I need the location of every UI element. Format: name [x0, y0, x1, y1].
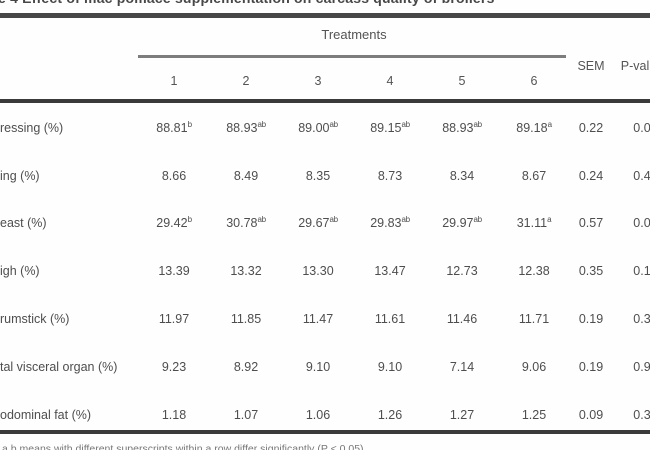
header-rule: [0, 99, 650, 103]
value-cell: 9.10: [377, 359, 403, 374]
value-cell: 89.00ab: [298, 119, 338, 135]
pvalue-cell: 0.9: [633, 359, 650, 374]
value-cell: 89.18a: [516, 119, 552, 135]
value-cell: 11.97: [158, 312, 190, 327]
treatment-column-header: 6: [530, 74, 538, 88]
value-cell: 9.10: [305, 359, 331, 374]
value-cell: 8.92: [233, 359, 259, 374]
sem-cell: 0.09: [578, 407, 604, 422]
sem-cell: 0.22: [578, 120, 604, 135]
value-cell: 9.23: [161, 359, 187, 374]
sem-cell: 0.19: [578, 312, 604, 327]
table-row: igh (%) 13.39 13.32 13.30 13.47 12.73 12.38 0.3…: [0, 247, 650, 295]
value-cell: 12.38: [518, 264, 550, 279]
pvalue-cell: 0.0: [633, 120, 650, 135]
value-cell: 8.66: [161, 168, 187, 183]
treatment-column-header: 5: [458, 74, 466, 88]
value-cell: 1.25: [521, 407, 547, 422]
table-row: ing (%) 8.66 8.49 8.35 8.73 8.34 8.67 0.24 0.4: [0, 152, 650, 200]
row-label: tal visceral organ (%): [0, 359, 118, 374]
sem-cell: 0.57: [578, 216, 604, 231]
table-body: ressing (%) 88.81b 88.93ab 89.00ab 89.15ab 88…: [0, 104, 650, 439]
sem-header: SEM: [577, 59, 605, 73]
value-cell: 9.06: [521, 359, 547, 374]
pvalue-cell: 0.1: [633, 264, 650, 279]
value-cell: 11.61: [374, 312, 406, 327]
sem-cell: 0.19: [578, 359, 604, 374]
treatment-column-header: 2: [242, 74, 250, 88]
column-header-row: 1 2 3 4 5 6: [0, 70, 650, 92]
row-label: east (%): [0, 216, 47, 231]
row-label: rumstick (%): [0, 312, 70, 327]
value-cell: 1.07: [233, 407, 259, 422]
row-label: igh (%): [0, 264, 40, 279]
value-cell: 8.35: [305, 168, 331, 183]
value-cell: 12.73: [446, 264, 478, 279]
value-cell: 29.97ab: [442, 215, 482, 231]
treatment-column-header: 1: [170, 74, 178, 88]
value-cell: 30.78ab: [226, 215, 266, 231]
value-cell: 31.11a: [516, 215, 552, 231]
value-cell: 8.73: [377, 168, 403, 183]
row-label: odominal fat (%): [0, 407, 92, 422]
value-cell: 1.26: [377, 407, 403, 422]
value-cell: 89.15ab: [370, 119, 410, 135]
pvalue-cell: 0.0: [633, 216, 650, 231]
value-cell: 88.93ab: [442, 119, 482, 135]
row-label: ressing (%): [0, 120, 64, 135]
value-cell: 29.42b: [156, 215, 192, 231]
value-cell: 11.85: [230, 312, 262, 327]
value-cell: 7.14: [449, 359, 475, 374]
top-rule: [0, 13, 650, 18]
treatments-underline: [138, 55, 566, 58]
treatments-group-header: Treatments: [321, 27, 387, 42]
table-row: rumstick (%) 11.97 11.85 11.47 11.61 11.46 11.…: [0, 295, 650, 343]
table-title: e 4 Effect of mắc pomace supplementation…: [0, 0, 495, 6]
value-cell: 8.49: [233, 168, 259, 183]
value-cell: 11.71: [518, 312, 550, 327]
table-row: east (%) 29.42b 30.78ab 29.67ab 29.83ab 29.97…: [0, 200, 650, 248]
bottom-rule: [0, 430, 650, 434]
pvalue-cell: 0.3: [633, 407, 650, 422]
treatment-column-header: 3: [314, 74, 322, 88]
table-row: tal visceral organ (%) 9.23 8.92 9.10 9.10 7.…: [0, 343, 650, 391]
value-cell: 8.34: [449, 168, 475, 183]
row-label: ing (%): [0, 168, 40, 183]
value-cell: 13.32: [230, 264, 262, 279]
treatment-column-header: 4: [386, 74, 394, 88]
pvalue-cell: 0.3: [633, 312, 650, 327]
table-row: odominal fat (%) 1.18 1.07 1.06 1.26 1.27 1.25…: [0, 391, 650, 439]
value-cell: 1.27: [449, 407, 475, 422]
value-cell: 1.18: [161, 407, 187, 422]
value-cell: 13.47: [374, 264, 406, 279]
value-cell: 13.30: [302, 264, 334, 279]
value-cell: 88.93ab: [226, 119, 266, 135]
value-cell: 29.67ab: [298, 215, 338, 231]
pvalue-cell: 0.4: [633, 168, 650, 183]
sem-cell: 0.24: [578, 168, 604, 183]
value-cell: 13.39: [158, 264, 190, 279]
value-cell: 88.81b: [156, 119, 192, 135]
table-row: ressing (%) 88.81b 88.93ab 89.00ab 89.15ab 88…: [0, 104, 650, 152]
sem-cell: 0.35: [578, 264, 604, 279]
value-cell: 8.67: [521, 168, 547, 183]
value-cell: 29.83ab: [370, 215, 410, 231]
value-cell: 1.06: [305, 407, 331, 422]
value-cell: 11.47: [302, 312, 334, 327]
value-cell: 11.46: [446, 312, 478, 327]
table-footnote: a,b means with different superscripts wi…: [2, 443, 364, 450]
pvalue-header: P-value: [620, 59, 650, 73]
